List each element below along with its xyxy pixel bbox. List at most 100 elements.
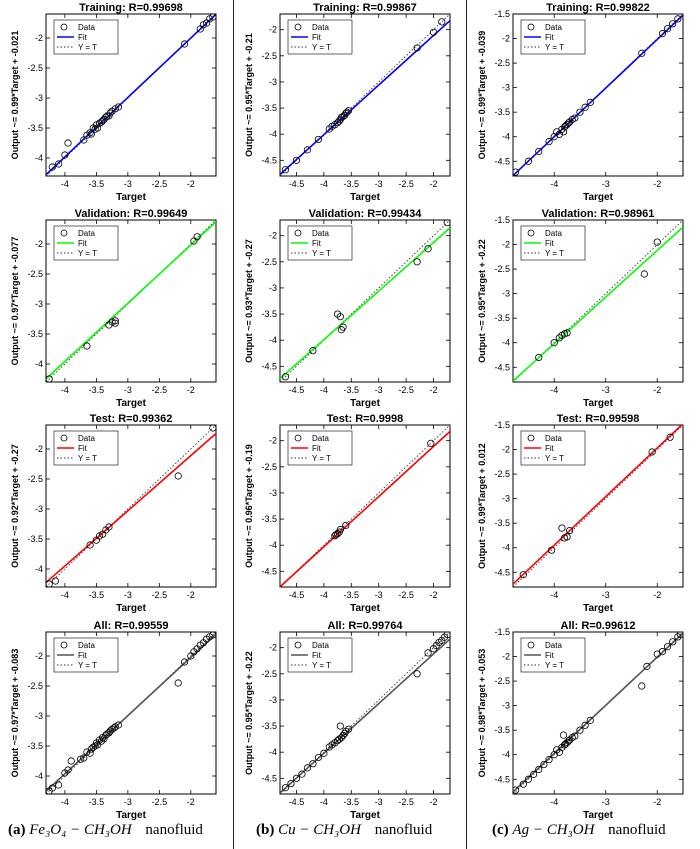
data-point <box>413 670 421 678</box>
data-point <box>563 120 571 129</box>
y-tick-label: -3 <box>269 488 277 498</box>
panel-title: Test: R=0.99362 <box>90 413 173 425</box>
data-point <box>86 749 94 757</box>
x-tick-label: -2 <box>430 797 438 807</box>
panel-title: Validation: R=0.98961 <box>542 208 655 220</box>
y-axis-label: Output ~= 0.95*Target + -0.22 <box>477 239 487 363</box>
identity-line <box>513 425 683 587</box>
x-tick-label: -4.5 <box>289 179 305 189</box>
legend-data-marker <box>527 434 535 442</box>
legend-data-marker <box>60 229 68 237</box>
x-tick-label: -4 <box>320 797 328 807</box>
x-tick-label: -2 <box>187 797 195 807</box>
panel-title: Validation: R=0.99434 <box>309 208 423 220</box>
legend-label-identity: Y = T <box>545 43 564 52</box>
y-tick-label: -1.5 <box>494 420 510 430</box>
data-point <box>666 433 674 441</box>
caption-c: (c) Ag − CH₃OH nanofluid <box>492 822 666 846</box>
y-tick-label: -2.5 <box>494 264 510 274</box>
data-point <box>111 317 119 325</box>
y-tick-label: -2 <box>502 34 510 44</box>
y-tick-label: -4 <box>35 153 43 163</box>
y-tick-label: -3.5 <box>27 741 43 751</box>
x-tick-label: -3.5 <box>89 179 105 189</box>
data-point <box>292 156 301 164</box>
data-point <box>54 160 63 168</box>
x-tick-label: -2 <box>430 385 438 395</box>
data-point <box>427 439 435 447</box>
x-tick-label: -2.5 <box>398 797 414 807</box>
data-point <box>67 757 75 765</box>
data-point <box>174 472 182 480</box>
y-tick-label: -3 <box>502 701 510 711</box>
x-tick-label: -2 <box>653 797 661 807</box>
data-point <box>335 117 343 125</box>
x-axis-label: Target <box>116 603 146 614</box>
data-point <box>559 731 568 739</box>
data-point <box>413 258 421 266</box>
data-point <box>94 741 102 749</box>
y-tick-label: -4 <box>269 540 277 550</box>
x-axis-label: Target <box>583 192 613 203</box>
fit-line <box>46 14 216 176</box>
column-separator <box>466 0 467 849</box>
data-point <box>106 109 114 117</box>
x-axis-label: Target <box>350 603 380 614</box>
caption-a: (a) Fe₃O₄ − CH₃OH nanofluid <box>8 822 203 846</box>
y-tick-label: -1.5 <box>494 9 510 19</box>
data-point <box>519 780 527 788</box>
data-point <box>535 353 543 362</box>
y-tick-label: -2.5 <box>27 63 43 73</box>
data-point <box>314 135 322 144</box>
legend-box <box>520 225 586 261</box>
legend-data-marker <box>294 229 302 237</box>
data-point <box>111 319 119 327</box>
data-point <box>335 735 343 743</box>
plot-area <box>513 14 683 176</box>
fit-line <box>513 632 683 793</box>
data-point <box>314 753 322 762</box>
column-separator <box>233 0 234 849</box>
plot-area <box>280 425 450 587</box>
legend-label-fit: Fit <box>78 651 88 660</box>
data-point <box>48 784 56 792</box>
data-point <box>209 425 216 432</box>
y-tick-label: -2.5 <box>261 669 277 679</box>
panel-title: Training: R=0.99698 <box>79 2 183 14</box>
y-tick-label: -4.5 <box>261 566 277 576</box>
data-point <box>94 124 102 132</box>
legend-data-marker <box>294 641 302 649</box>
x-tick-label: -3 <box>602 179 610 189</box>
legend-label-fit: Fit <box>78 239 88 248</box>
y-axis-label: Output ~= 0.92*Target + -0.27 <box>10 444 20 568</box>
legend-data-marker <box>527 23 535 31</box>
plot-area <box>513 220 683 382</box>
y-tick-label: -2.5 <box>494 469 510 479</box>
x-tick-label: -3.5 <box>89 385 105 395</box>
data-point <box>563 533 571 541</box>
x-tick-label: -3 <box>375 797 383 807</box>
data-point <box>648 448 656 456</box>
data-point <box>105 523 113 531</box>
y-tick-label: -2 <box>502 652 510 662</box>
y-tick-label: -3.5 <box>494 518 510 528</box>
x-tick-label: -4.5 <box>289 385 305 395</box>
data-point <box>336 525 344 534</box>
data-point <box>555 334 563 342</box>
data-point <box>669 20 677 28</box>
data-point <box>640 270 648 278</box>
x-tick-label: -2 <box>653 590 661 600</box>
x-tick-label: -2.5 <box>152 385 168 395</box>
y-tick-label: -3 <box>502 83 510 93</box>
data-point <box>114 103 123 111</box>
x-tick-label: -4 <box>320 590 328 600</box>
data-point <box>566 526 574 535</box>
data-point <box>545 756 553 764</box>
y-tick-label: -3.5 <box>261 514 277 524</box>
x-tick-label: -3 <box>375 179 383 189</box>
fit-line <box>46 221 216 380</box>
